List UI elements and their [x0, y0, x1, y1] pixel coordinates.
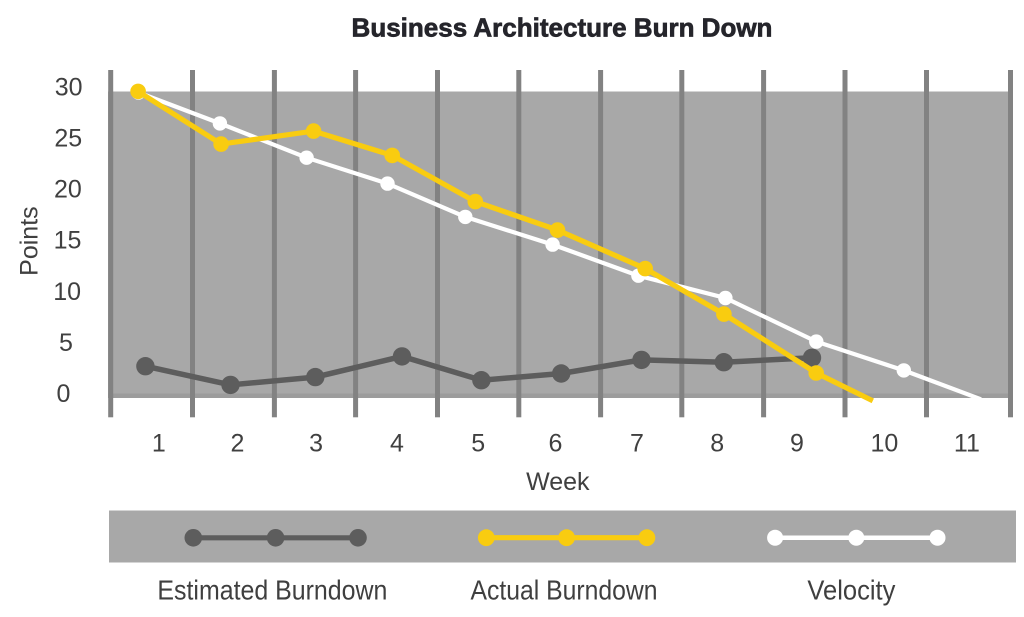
svg-text:0: 0 — [57, 380, 71, 408]
svg-text:Velocity: Velocity — [807, 575, 895, 606]
svg-text:10: 10 — [870, 430, 898, 458]
svg-text:8: 8 — [710, 430, 724, 458]
svg-text:1: 1 — [152, 430, 166, 458]
svg-text:4: 4 — [390, 430, 404, 458]
svg-text:10: 10 — [53, 278, 81, 306]
svg-text:30: 30 — [55, 73, 83, 101]
svg-text:11: 11 — [954, 430, 980, 458]
svg-text:20: 20 — [54, 176, 82, 204]
svg-text:Points: Points — [15, 206, 43, 275]
svg-text:6: 6 — [549, 430, 563, 458]
svg-text:3: 3 — [309, 430, 323, 458]
svg-text:15: 15 — [54, 227, 82, 255]
svg-text:7: 7 — [630, 430, 644, 458]
svg-text:Business Architecture Burn Dow: Business Architecture Burn Down — [352, 13, 773, 43]
svg-text:5: 5 — [59, 329, 73, 357]
svg-text:5: 5 — [471, 430, 485, 458]
svg-text:Week: Week — [526, 468, 590, 496]
svg-text:2: 2 — [230, 430, 244, 458]
svg-text:Actual Burndown: Actual Burndown — [471, 575, 658, 606]
svg-text:Estimated Burndown: Estimated Burndown — [157, 575, 387, 606]
svg-text:25: 25 — [54, 125, 82, 153]
svg-text:9: 9 — [790, 430, 804, 458]
